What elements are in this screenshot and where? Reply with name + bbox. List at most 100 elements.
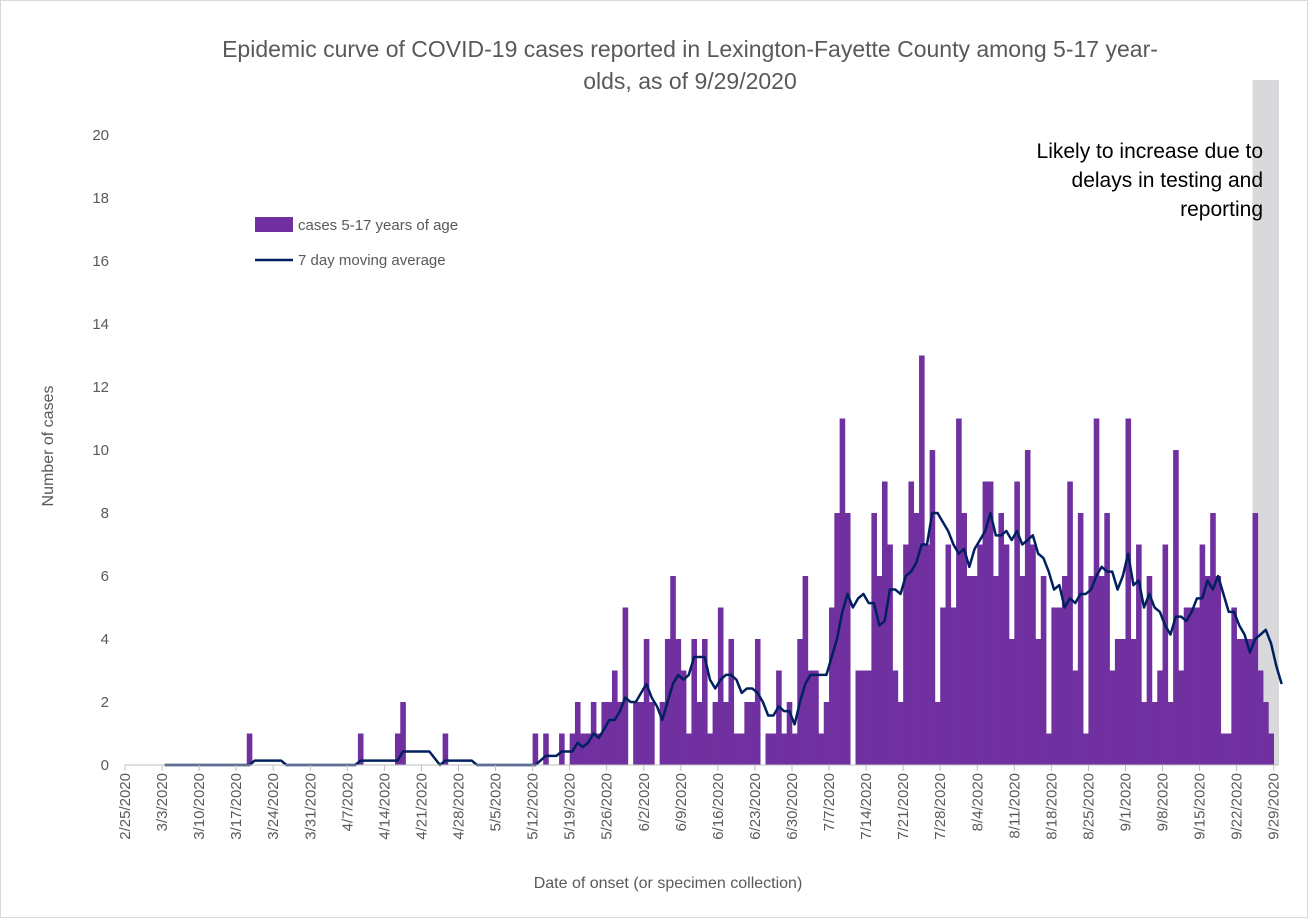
- bar-5/21/2020: [580, 733, 586, 765]
- bar-6/21/2020: [744, 702, 750, 765]
- bar-6/18/2020: [728, 639, 735, 765]
- x-tick-label-8/11/2020: 8/11/2020: [1006, 773, 1023, 839]
- bar-9/22/2020: [1236, 639, 1243, 765]
- x-tick-label-7/7/2020: 7/7/2020: [821, 773, 838, 831]
- x-tick-label-4/14/2020: 4/14/2020: [376, 773, 393, 840]
- bar-6/7/2020: [670, 576, 676, 765]
- bar-7/16/2020: [876, 576, 883, 765]
- y-tick-label-12: 12: [92, 379, 109, 396]
- bar-6/19/2020: [733, 733, 740, 765]
- x-tick-label-2/25/2020: 2/25/2020: [117, 773, 134, 840]
- x-tick-label-9/29/2020: 9/29/2020: [1266, 773, 1283, 840]
- x-tick-label-3/10/2020: 3/10/2020: [191, 773, 208, 840]
- bar-9/9/2020: [1167, 702, 1174, 765]
- y-tick-label-8: 8: [101, 505, 109, 522]
- bar-8/23/2020: [1077, 513, 1084, 765]
- bar-6/29/2020: [786, 702, 793, 765]
- legend-bar-swatch: [255, 217, 293, 232]
- bar-9/27/2020: [1263, 702, 1269, 765]
- bar-7/2/2020: [802, 576, 809, 765]
- bar-9/21/2020: [1231, 607, 1237, 765]
- x-tick-label-6/30/2020: 6/30/2020: [784, 773, 801, 840]
- bar-9/1/2020: [1125, 418, 1132, 765]
- bar-7/12/2020: [855, 670, 862, 765]
- y-tick-label-10: 10: [92, 442, 109, 459]
- bar-6/12/2020: [696, 702, 703, 765]
- bar-9/2/2020: [1130, 639, 1137, 765]
- bar-8/24/2020: [1083, 733, 1089, 765]
- bar-9/24/2020: [1247, 639, 1253, 765]
- bar-8/13/2020: [1024, 450, 1031, 765]
- x-tick-labels: 2/25/2020 3/3/2020 3/10/2020 3/17/2020 3/24/…: [117, 773, 1283, 840]
- bar-7/18/2020: [887, 544, 893, 765]
- bar-7/29/2020: [945, 544, 952, 765]
- bar-8/29/2020: [1109, 670, 1116, 765]
- bar-9/7/2020: [1157, 670, 1163, 765]
- x-tick-label-9/22/2020: 9/22/2020: [1229, 773, 1246, 840]
- bar-7/26/2020: [929, 450, 936, 765]
- bar-8/27/2020: [1099, 576, 1105, 765]
- bar-8/14/2020: [1030, 544, 1036, 765]
- x-tick-label-3/31/2020: 3/31/2020: [302, 773, 319, 840]
- chart-title-line-2: olds, as of 9/29/2020: [583, 68, 797, 94]
- bar-8/2/2020: [966, 576, 973, 765]
- bar-8/11/2020: [1014, 481, 1020, 765]
- x-tick-label-3/24/2020: 3/24/2020: [265, 773, 282, 840]
- bar-8/3/2020: [971, 576, 978, 765]
- x-tick-label-3/3/2020: 3/3/2020: [154, 773, 171, 831]
- bar-5/20/2020: [574, 702, 581, 765]
- x-tick-label-6/2/2020: 6/2/2020: [636, 773, 653, 831]
- x-tick-label-6/16/2020: 6/16/2020: [710, 773, 727, 840]
- bar-5/28/2020: [617, 702, 623, 765]
- bar-7/3/2020: [807, 670, 814, 765]
- bar-7/9/2020: [839, 418, 846, 765]
- bar-6/1/2020: [638, 702, 645, 765]
- bar-6/3/2020: [649, 702, 655, 765]
- bar-9/13/2020: [1189, 607, 1195, 765]
- annotation-line-1: Likely to increase due to: [1037, 140, 1263, 163]
- bar-9/10/2020: [1173, 450, 1179, 765]
- bar-7/6/2020: [823, 702, 830, 765]
- bar-8/26/2020: [1093, 418, 1100, 765]
- bar-8/22/2020: [1072, 670, 1079, 765]
- bar-5/24/2020: [596, 733, 602, 765]
- bar-7/27/2020: [934, 702, 941, 765]
- bar-7/17/2020: [881, 481, 888, 765]
- y-tick-label-18: 18: [92, 190, 109, 207]
- bar-9/14/2020: [1194, 607, 1200, 765]
- bar-7/31/2020: [956, 418, 962, 765]
- bar-6/16/2020: [717, 607, 724, 765]
- bar-8/17/2020: [1046, 733, 1052, 765]
- bar-8/6/2020: [987, 481, 994, 765]
- bar-5/22/2020: [585, 733, 592, 765]
- x-tick-label-8/18/2020: 8/18/2020: [1043, 773, 1060, 840]
- bar-9/20/2020: [1226, 733, 1232, 765]
- bar-8/12/2020: [1019, 576, 1026, 765]
- bar-8/9/2020: [1003, 544, 1010, 765]
- x-tick-label-9/8/2020: 9/8/2020: [1155, 773, 1172, 831]
- axis-layer: [124, 764, 1279, 771]
- bar-9/28/2020: [1268, 733, 1274, 765]
- bar-9/8/2020: [1162, 544, 1169, 765]
- bar-8/25/2020: [1088, 576, 1095, 765]
- bar-6/2/2020: [643, 639, 650, 765]
- bar-6/13/2020: [702, 639, 708, 765]
- bar-6/28/2020: [781, 733, 787, 765]
- bar-7/24/2020: [919, 355, 925, 765]
- bar-8/5/2020: [982, 481, 989, 765]
- bar-6/9/2020: [680, 670, 687, 765]
- bar-7/21/2020: [903, 544, 909, 765]
- bar-7/5/2020: [818, 733, 825, 765]
- bar-4/25/2020: [442, 733, 449, 765]
- bar-5/17/2020: [559, 733, 565, 765]
- x-tick-label-8/4/2020: 8/4/2020: [969, 773, 986, 831]
- bar-5/12/2020: [532, 733, 539, 765]
- bar-7/25/2020: [924, 544, 930, 765]
- x-tick-label-4/7/2020: 4/7/2020: [339, 773, 356, 831]
- bar-5/14/2020: [543, 733, 549, 765]
- x-tick-label-4/28/2020: 4/28/2020: [451, 773, 468, 840]
- bar-8/7/2020: [993, 576, 999, 765]
- x-tick-label-4/21/2020: 4/21/2020: [413, 773, 430, 840]
- bar-8/16/2020: [1040, 576, 1047, 765]
